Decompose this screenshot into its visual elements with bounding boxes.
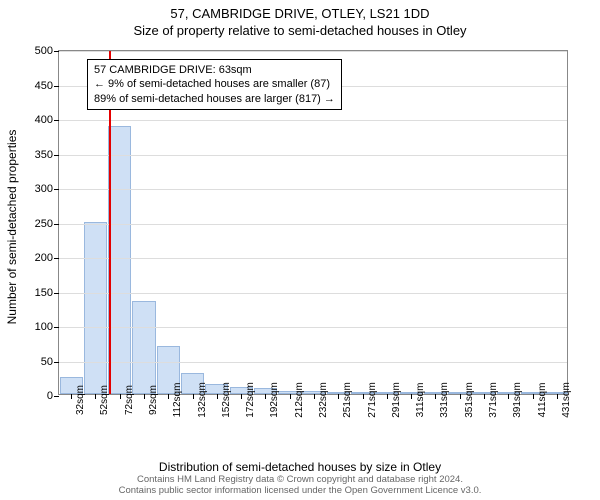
x-tick-label: 132sqm <box>197 382 208 418</box>
x-tick-mark <box>363 394 364 399</box>
bar <box>108 126 131 394</box>
x-tick-mark <box>95 394 96 399</box>
y-gridline <box>59 51 567 52</box>
y-tick-label: 300 <box>35 183 53 195</box>
y-tick-mark <box>54 362 59 363</box>
x-tick-label: 391sqm <box>512 382 523 418</box>
x-tick-label: 371sqm <box>488 382 499 418</box>
x-tick-label: 431sqm <box>561 382 572 418</box>
x-tick-label: 212sqm <box>294 382 305 418</box>
x-tick-label: 311sqm <box>415 383 426 418</box>
x-tick-mark <box>435 394 436 399</box>
x-tick-label: 271sqm <box>367 382 378 418</box>
info-line-3: 89% of semi-detached houses are larger (… <box>94 92 335 106</box>
bar <box>132 301 155 394</box>
y-tick-label: 250 <box>35 218 53 230</box>
info-line-2: ← 9% of semi-detached houses are smaller… <box>94 77 335 91</box>
bar <box>84 222 107 395</box>
x-tick-mark <box>168 394 169 399</box>
info-box: 57 CAMBRIDGE DRIVE: 63sqm ← 9% of semi-d… <box>87 59 342 110</box>
x-tick-mark <box>484 394 485 399</box>
y-tick-mark <box>54 86 59 87</box>
page-title: 57, CAMBRIDGE DRIVE, OTLEY, LS21 1DD <box>0 6 600 21</box>
x-tick-mark <box>265 394 266 399</box>
y-tick-mark <box>54 224 59 225</box>
y-gridline <box>59 155 567 156</box>
x-tick-mark <box>557 394 558 399</box>
y-gridline <box>59 224 567 225</box>
y-tick-mark <box>54 189 59 190</box>
y-tick-label: 100 <box>35 321 53 333</box>
x-tick-label: 112sqm <box>172 383 183 418</box>
x-tick-mark <box>290 394 291 399</box>
x-tick-label: 92sqm <box>148 385 159 415</box>
y-tick-mark <box>54 327 59 328</box>
y-tick-mark <box>54 396 59 397</box>
y-tick-label: 50 <box>41 356 53 368</box>
y-gridline <box>59 293 567 294</box>
x-tick-mark <box>411 394 412 399</box>
y-tick-label: 350 <box>35 149 53 161</box>
x-tick-label: 291sqm <box>391 382 402 418</box>
y-tick-label: 0 <box>47 390 53 402</box>
chart-plot-area: 050100150200250300350400450500 57 CAMBRI… <box>58 50 568 395</box>
y-gridline <box>59 362 567 363</box>
x-tick-label: 251sqm <box>342 382 353 418</box>
y-gridline <box>59 327 567 328</box>
footer-line-1: Contains HM Land Registry data © Crown c… <box>119 474 482 485</box>
y-tick-label: 150 <box>35 287 53 299</box>
x-tick-mark <box>193 394 194 399</box>
y-tick-mark <box>54 51 59 52</box>
y-gridline <box>59 258 567 259</box>
x-tick-mark <box>387 394 388 399</box>
x-tick-mark <box>71 394 72 399</box>
x-tick-label: 152sqm <box>221 382 232 418</box>
info-line-1: 57 CAMBRIDGE DRIVE: 63sqm <box>94 63 335 77</box>
y-gridline <box>59 189 567 190</box>
x-axis-label: Distribution of semi-detached houses by … <box>159 460 441 474</box>
x-tick-label: 351sqm <box>464 382 475 418</box>
x-tick-label: 192sqm <box>269 382 280 418</box>
y-tick-label: 500 <box>35 45 53 57</box>
x-tick-mark <box>460 394 461 399</box>
y-tick-label: 200 <box>35 252 53 264</box>
x-tick-mark <box>508 394 509 399</box>
y-axis-label: Number of semi-detached properties <box>5 130 19 325</box>
page-subtitle: Size of property relative to semi-detach… <box>0 23 600 38</box>
footer-note: Contains HM Land Registry data © Crown c… <box>119 474 482 496</box>
y-tick-mark <box>54 155 59 156</box>
x-tick-label: 232sqm <box>318 382 329 418</box>
y-tick-mark <box>54 293 59 294</box>
x-tick-label: 172sqm <box>245 382 256 418</box>
x-tick-mark <box>241 394 242 399</box>
x-tick-mark <box>144 394 145 399</box>
x-tick-label: 32sqm <box>75 385 86 415</box>
y-tick-mark <box>54 120 59 121</box>
y-gridline <box>59 120 567 121</box>
x-tick-mark <box>120 394 121 399</box>
x-tick-mark <box>314 394 315 399</box>
x-tick-mark <box>338 394 339 399</box>
x-tick-mark <box>217 394 218 399</box>
x-tick-label: 411sqm <box>537 383 548 418</box>
y-tick-label: 400 <box>35 114 53 126</box>
y-tick-mark <box>54 258 59 259</box>
y-tick-label: 450 <box>35 80 53 92</box>
x-tick-label: 52sqm <box>99 385 110 415</box>
x-tick-label: 331sqm <box>439 382 450 418</box>
footer-line-2: Contains public sector information licen… <box>119 485 482 496</box>
x-tick-label: 72sqm <box>124 385 135 415</box>
x-tick-mark <box>533 394 534 399</box>
